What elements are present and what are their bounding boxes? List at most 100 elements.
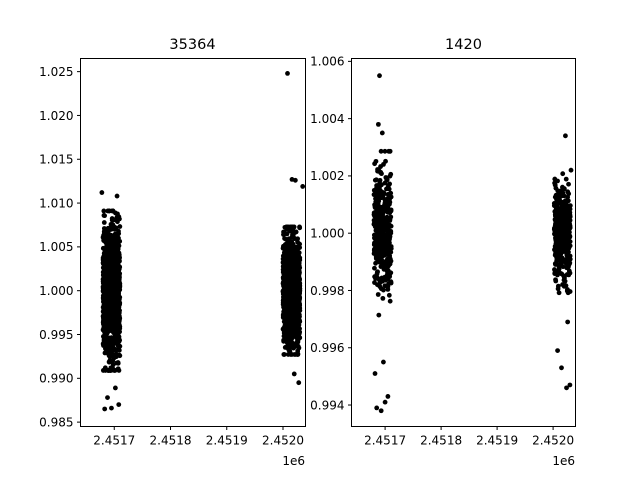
data-point bbox=[296, 263, 302, 269]
data-point bbox=[115, 299, 121, 305]
panel-title: 35364 bbox=[169, 37, 215, 53]
y-tick-label: 0.994 bbox=[310, 398, 344, 412]
data-point bbox=[567, 226, 572, 232]
data-point bbox=[113, 254, 119, 260]
outlier-point bbox=[105, 395, 110, 400]
data-point bbox=[388, 270, 394, 276]
data-point bbox=[565, 194, 571, 200]
data-point bbox=[100, 327, 106, 333]
data-point bbox=[377, 280, 383, 286]
data-point bbox=[564, 217, 570, 223]
data-point bbox=[384, 205, 390, 211]
data-point bbox=[281, 276, 287, 282]
data-point bbox=[281, 330, 287, 336]
data-point bbox=[292, 246, 298, 252]
data-point bbox=[114, 263, 119, 268]
data-point bbox=[287, 334, 293, 340]
outlier-point bbox=[99, 190, 105, 195]
outlier-point bbox=[555, 348, 560, 354]
data-point bbox=[283, 338, 289, 344]
data-point bbox=[295, 315, 301, 321]
data-point bbox=[558, 249, 564, 255]
data-point bbox=[556, 264, 562, 269]
data-point bbox=[561, 203, 566, 209]
y-tick-label: 0.990 bbox=[39, 372, 73, 386]
data-point bbox=[113, 354, 119, 360]
data-point bbox=[286, 251, 291, 257]
data-point bbox=[288, 243, 293, 249]
data-point bbox=[387, 209, 393, 215]
data-point bbox=[105, 318, 111, 323]
data-point bbox=[116, 337, 121, 343]
x-tick-label: 2.4517 bbox=[364, 434, 406, 448]
data-point bbox=[560, 239, 566, 245]
data-point bbox=[287, 345, 293, 351]
y-tick-label: 0.995 bbox=[39, 328, 73, 342]
data-point bbox=[558, 230, 564, 235]
data-point bbox=[377, 284, 383, 289]
data-point bbox=[372, 177, 378, 183]
data-point bbox=[566, 181, 571, 187]
data-point bbox=[109, 283, 115, 289]
outlier-point bbox=[377, 73, 382, 79]
data-point bbox=[281, 352, 287, 357]
data-point bbox=[378, 148, 384, 154]
x-tick-label: 2.4518 bbox=[420, 434, 462, 448]
data-point bbox=[380, 228, 386, 234]
data-point bbox=[105, 208, 111, 214]
outlier-point bbox=[379, 130, 385, 136]
data-point bbox=[101, 237, 107, 243]
data-point bbox=[380, 207, 386, 213]
data-point bbox=[112, 318, 118, 324]
y-tick-label: 1.010 bbox=[39, 196, 73, 210]
plot-frame bbox=[80, 58, 306, 427]
data-point bbox=[280, 301, 286, 307]
data-point bbox=[377, 187, 383, 193]
x-tick-label: 2.4520 bbox=[262, 434, 304, 448]
outlier-point bbox=[374, 405, 380, 411]
data-point bbox=[382, 148, 388, 154]
data-point bbox=[386, 148, 392, 154]
data-point bbox=[282, 236, 287, 241]
data-point bbox=[380, 295, 386, 301]
data-point bbox=[375, 248, 381, 254]
outlier-point bbox=[563, 133, 568, 139]
data-point bbox=[110, 337, 116, 343]
outlier-point bbox=[385, 394, 391, 399]
data-point bbox=[378, 216, 384, 221]
data-point bbox=[552, 182, 558, 188]
x-tick-label: 2.4519 bbox=[476, 434, 518, 448]
data-point bbox=[564, 253, 570, 259]
axis-ticks: 0.994 0.996 0.998 1.000 1.002 1.004 1.006 2.451… bbox=[310, 55, 574, 448]
data-point bbox=[283, 310, 289, 316]
data-point bbox=[388, 171, 394, 177]
data-point bbox=[293, 333, 298, 339]
data-point bbox=[381, 161, 386, 167]
x-tick-label: 2.4518 bbox=[150, 434, 192, 448]
data-point bbox=[101, 208, 107, 214]
data-point bbox=[107, 357, 113, 363]
data-point bbox=[287, 257, 293, 263]
data-point bbox=[106, 261, 111, 267]
data-point bbox=[388, 190, 394, 196]
outlier-point bbox=[567, 382, 573, 388]
data-point bbox=[111, 302, 116, 308]
outlier-point bbox=[559, 365, 564, 371]
data-point bbox=[282, 244, 288, 250]
data-point bbox=[102, 306, 108, 312]
data-point bbox=[291, 329, 296, 335]
data-point bbox=[293, 294, 299, 300]
data-point bbox=[115, 219, 120, 225]
data-point bbox=[560, 171, 566, 177]
data-point bbox=[384, 177, 390, 183]
data-point bbox=[281, 250, 287, 255]
data-point bbox=[284, 224, 290, 230]
data-point bbox=[376, 223, 381, 228]
data-point bbox=[101, 226, 107, 231]
x-tick-label: 2.4517 bbox=[93, 434, 135, 448]
data-point bbox=[372, 265, 377, 271]
data-point bbox=[554, 212, 559, 218]
y-tick-label: 0.985 bbox=[39, 415, 73, 429]
data-point bbox=[386, 263, 391, 269]
data-point bbox=[115, 211, 120, 217]
